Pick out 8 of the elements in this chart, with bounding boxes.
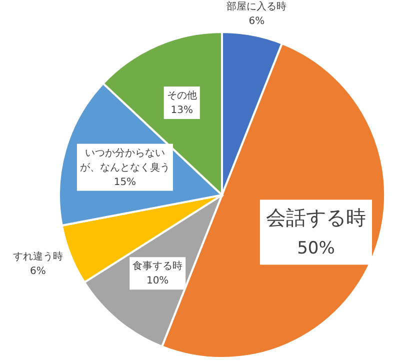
data-label: 15% bbox=[114, 176, 136, 188]
slice-label: 食事する時 bbox=[132, 260, 183, 272]
slice-label: 会話する時 bbox=[266, 206, 366, 230]
slice-label: いつか分からないが、なんとなく臭う bbox=[80, 146, 170, 174]
data-label: 10% bbox=[146, 276, 169, 287]
data-label: 13% bbox=[170, 105, 193, 116]
data-label: 50% bbox=[297, 238, 335, 259]
slice-label: その他 bbox=[166, 90, 197, 102]
